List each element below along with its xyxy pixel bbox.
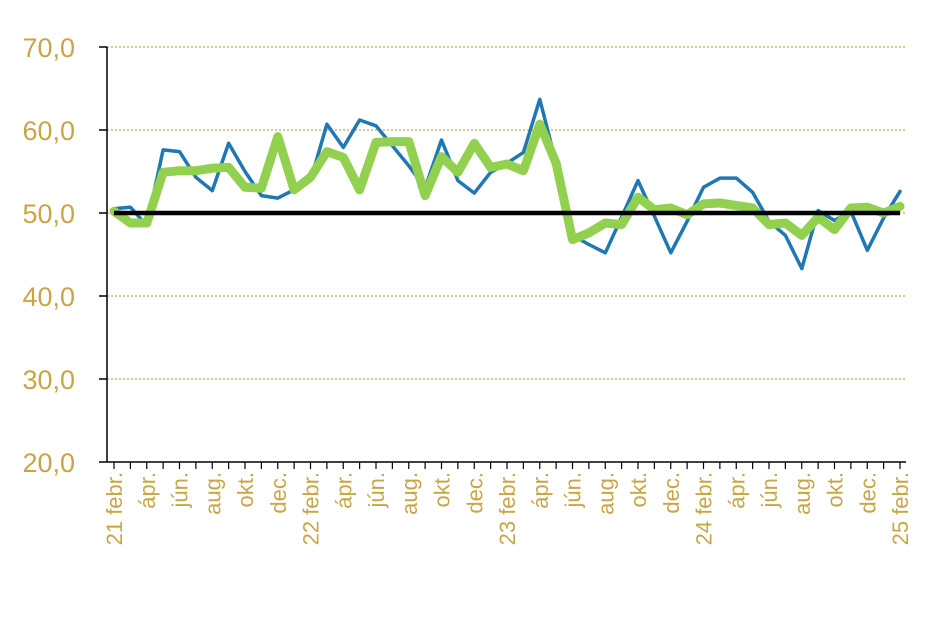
y-axis-ticks: 20,0 30,0 40,0 50,0 60,0 70,0 — [22, 33, 75, 478]
series-lines — [109, 97, 905, 271]
x-axis-ticks: 21 febr. ápr. jún. aug. okt. dec. 22 febr. ápr.… — [102, 472, 913, 545]
x-tick-label: ápr. — [724, 472, 749, 509]
x-tick-label: dec. — [855, 472, 880, 514]
y-tick-label: 70,0 — [22, 33, 75, 63]
y-tick-label: 60,0 — [22, 116, 75, 146]
x-tick-label: dec. — [266, 472, 291, 514]
x-tick-label: aug. — [790, 472, 815, 515]
x-tick-label: 25 febr. — [888, 472, 913, 545]
axes — [99, 46, 906, 469]
x-tick-label: 23 febr. — [495, 472, 520, 545]
x-tick-label: ápr. — [528, 472, 553, 509]
y-tick-label: 20,0 — [22, 448, 75, 478]
x-tick-label: dec. — [659, 472, 684, 514]
x-tick-label: 21 febr. — [102, 472, 127, 545]
x-tick-label: okt. — [823, 472, 848, 507]
y-tick-label: 30,0 — [22, 365, 75, 395]
x-tick-label: okt. — [626, 472, 651, 507]
x-tick-label: aug. — [200, 472, 225, 515]
y-tick-label: 40,0 — [22, 282, 75, 312]
x-tick-label: jún. — [364, 472, 389, 508]
x-tick-label: dec. — [462, 472, 487, 514]
x-tick-label: ápr. — [135, 472, 160, 509]
x-tick-label: 22 febr. — [299, 472, 324, 545]
x-tick-label: ápr. — [331, 472, 356, 509]
x-tick-label: jún. — [757, 472, 782, 508]
x-tick-label: jún. — [561, 472, 586, 508]
x-tick-label: aug. — [397, 472, 422, 515]
x-tick-label: okt. — [430, 472, 455, 507]
x-tick-label: 24 febr. — [692, 472, 717, 545]
x-tick-label: jún. — [168, 472, 193, 508]
series-line-1 — [112, 97, 902, 271]
y-tick-label: 50,0 — [22, 199, 75, 229]
x-tick-label: okt. — [233, 472, 258, 507]
x-tick-label: aug. — [593, 472, 618, 515]
series-line-2 — [109, 119, 905, 245]
